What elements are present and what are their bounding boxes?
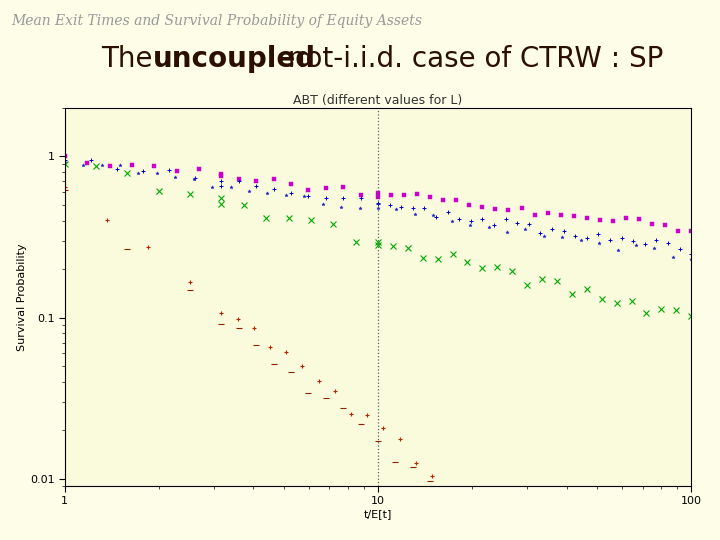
- Text: Mean Exit Times and Survival Probability of Equity Assets: Mean Exit Times and Survival Probability…: [11, 14, 422, 28]
- Text: The: The: [101, 45, 161, 73]
- X-axis label: t/E[t]: t/E[t]: [364, 509, 392, 519]
- Text: uncoupled: uncoupled: [153, 45, 316, 73]
- Y-axis label: Survival Probability: Survival Probability: [17, 243, 27, 351]
- Title: ABT (different values for L): ABT (different values for L): [293, 94, 463, 107]
- Text: not-i.i.d. case of CTRW : SP: not-i.i.d. case of CTRW : SP: [279, 45, 663, 73]
